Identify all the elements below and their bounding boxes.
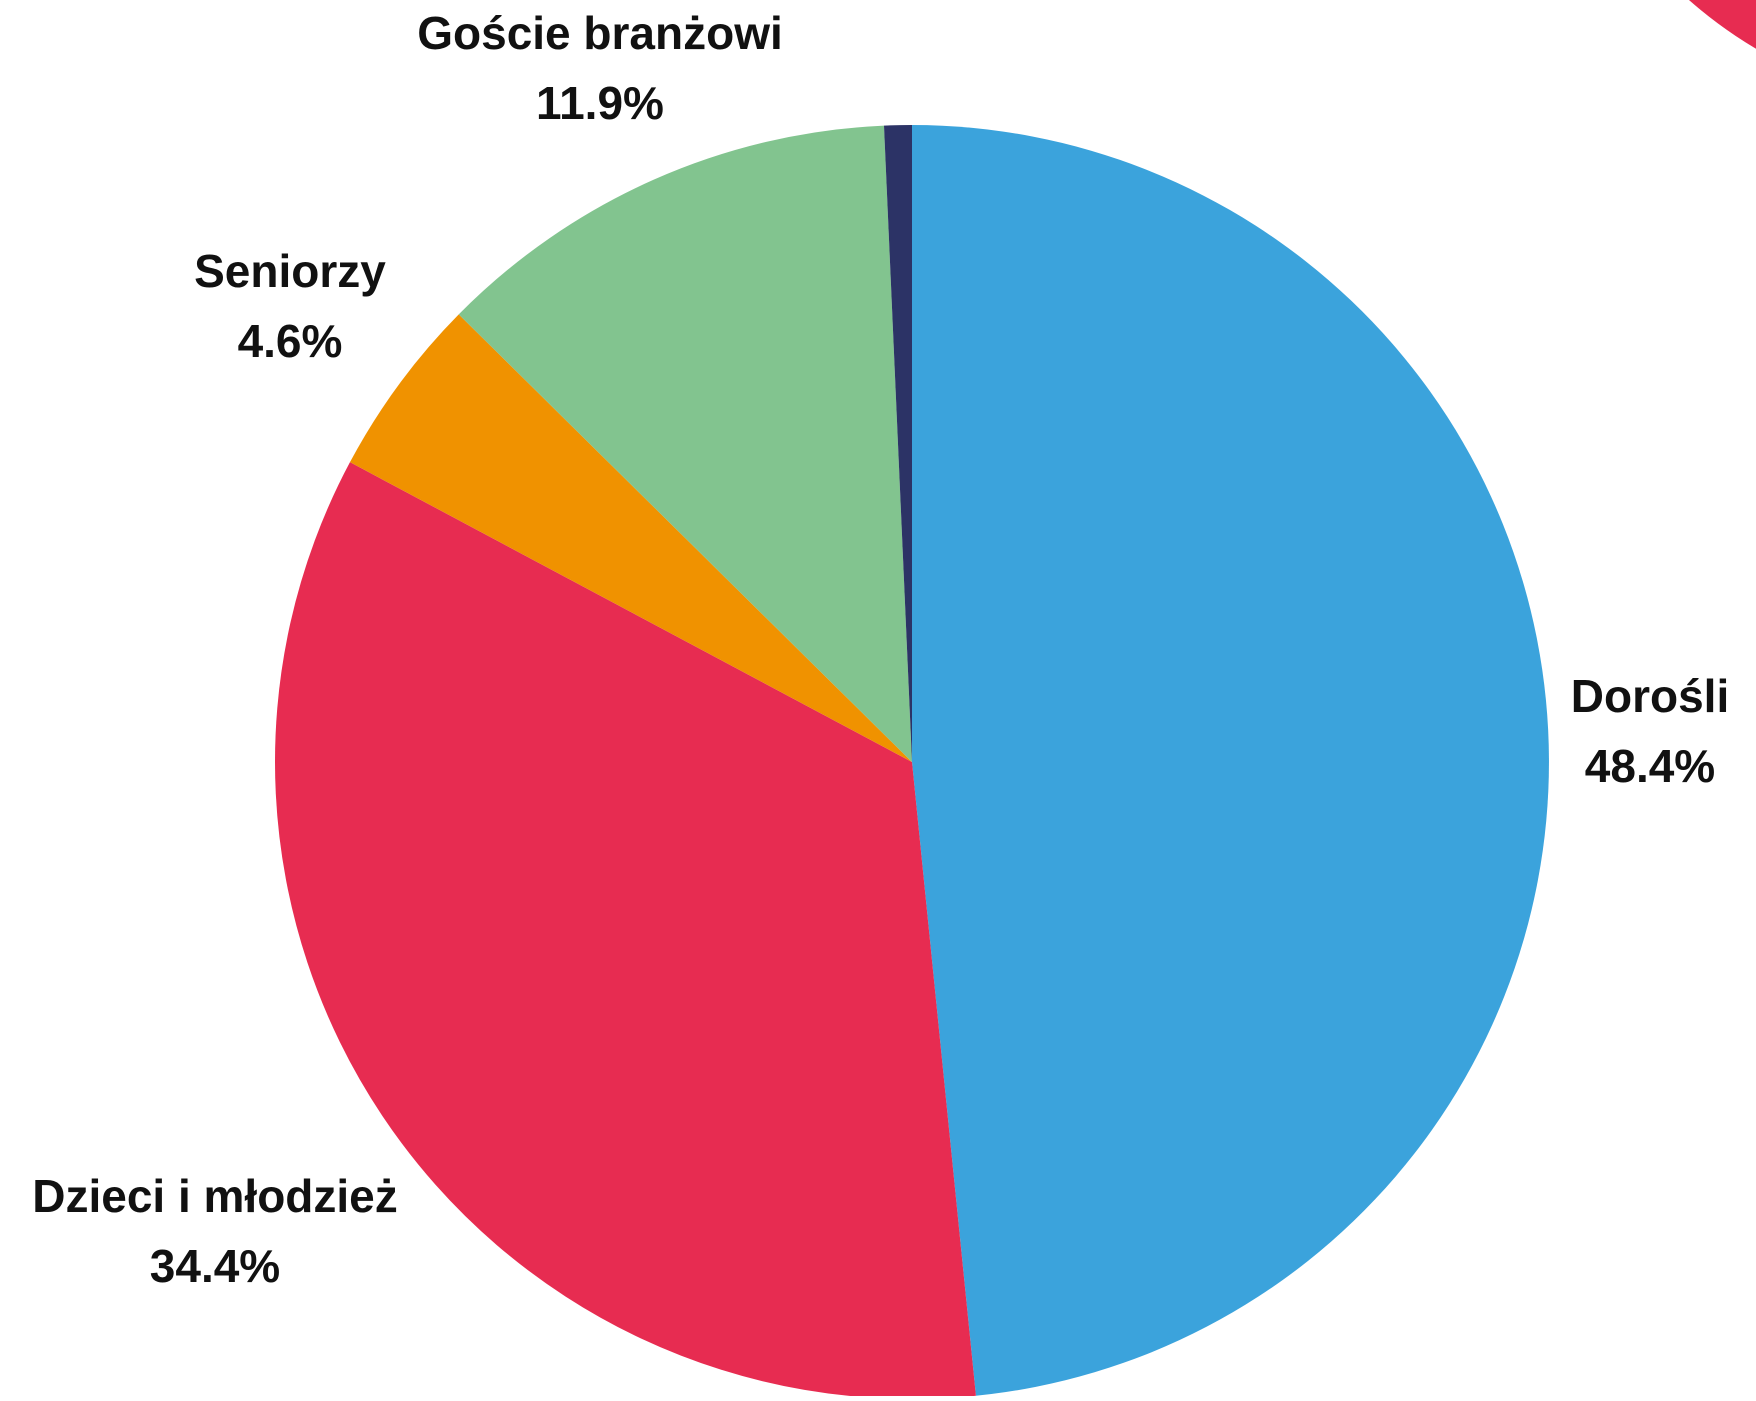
slice-label-group: Seniorzy 4.6% [194,245,386,367]
slice-label-name: Dzieci i młodzież [32,1170,398,1222]
pie-slices [275,125,1549,1399]
slice-label-name: Seniorzy [194,245,386,297]
pie-slice-goście-branżowi [458,125,912,763]
slice-label-percent: 48.4% [1585,740,1715,792]
slice-label-name: Goście branżowi [417,7,783,59]
pie-slice-unlabeled [883,125,912,762]
pie-slice-dzieci-i-młodzież [275,462,976,1399]
slice-label-group: Dzieci i młodzież 34.4% [32,1170,398,1292]
slice-label-percent: 4.6% [238,315,343,367]
slice-label-group: Goście branżowi 11.9% [417,7,783,129]
slice-label-group: Dorośli 48.4% [1571,670,1729,792]
corner-decor-circle [1689,0,1756,49]
pie-slice-dorośli [912,125,1549,1396]
pie-slice-seniorzy [349,314,913,762]
slice-label-percent: 34.4% [150,1240,280,1292]
pie-labels: Dorośli 48.4% Dzieci i młodzież 34.4% Senior… [32,7,1729,1292]
decor-layer [1689,0,1756,49]
slice-label-percent: 11.9% [536,77,664,129]
slice-label-name: Dorośli [1571,670,1729,722]
